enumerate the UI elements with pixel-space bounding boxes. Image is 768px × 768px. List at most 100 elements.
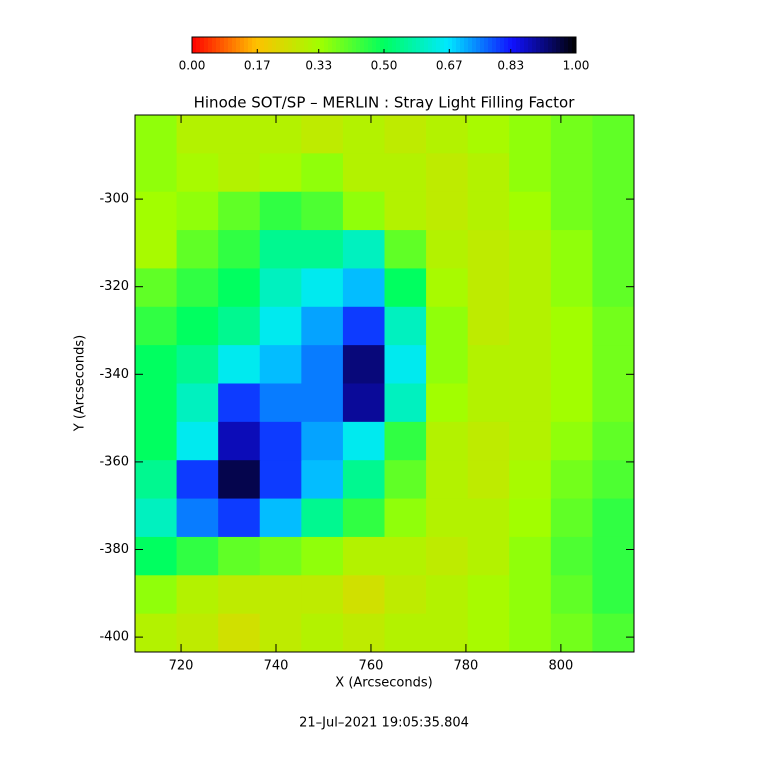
colorbar-segment [480, 37, 485, 53]
heatmap-cell [426, 230, 469, 269]
heatmap-cell [509, 460, 552, 500]
colorbar-segment [264, 37, 269, 53]
colorbar-segment [552, 37, 557, 53]
heatmap-cell [592, 575, 635, 615]
heatmap-cell [301, 536, 344, 576]
colorbar-segment [516, 37, 521, 53]
heatmap-cell [301, 345, 344, 384]
colorbar-tick-label: 0.33 [305, 59, 332, 73]
heatmap-cell [384, 498, 427, 538]
heatmap-cell [426, 498, 469, 538]
colorbar-segment [500, 37, 505, 53]
heatmap-cell [467, 498, 510, 538]
heatmap-cell [592, 306, 635, 346]
heatmap-cell [467, 536, 510, 576]
colorbar-segment [228, 37, 233, 53]
heatmap-cell [550, 536, 593, 576]
colorbar-segment [572, 37, 577, 53]
colorbar-segment [300, 37, 305, 53]
colorbar-segment [536, 37, 541, 53]
colorbar-segment [360, 37, 365, 53]
colorbar-segment [384, 37, 389, 53]
heatmap-cell [176, 345, 219, 384]
colorbar-segment [292, 37, 297, 53]
colorbar-segment [336, 37, 341, 53]
colorbar-segment [392, 37, 397, 53]
colorbar-segment [396, 37, 401, 53]
heatmap-cell [467, 383, 510, 423]
heatmap-cell [550, 613, 593, 653]
heatmap-cell [509, 613, 552, 653]
colorbar-segment [388, 37, 393, 53]
heatmap-cell [550, 498, 593, 538]
heatmap-cell [550, 306, 593, 346]
heatmap-cell [218, 575, 261, 615]
heatmap-cell [218, 115, 261, 154]
x-tick-label: 760 [359, 659, 384, 674]
heatmap-cell [384, 575, 427, 615]
colorbar-segment [488, 37, 493, 53]
heatmap-cell [301, 153, 344, 193]
colorbar-segment [452, 37, 457, 53]
heatmap-cell [218, 345, 261, 384]
y-tick-label: -360 [99, 454, 129, 469]
colorbar-segment [356, 37, 361, 53]
y-tick-label: -320 [99, 279, 129, 294]
colorbar-segment [316, 37, 321, 53]
heatmap-cell [467, 575, 510, 615]
colorbar-segment [484, 37, 489, 53]
colorbar-segment [308, 37, 313, 53]
heatmap-cell [176, 613, 219, 653]
colorbar-segment [204, 37, 209, 53]
heatmap-cell [342, 230, 385, 269]
heatmap-cell [509, 306, 552, 346]
heatmap-cell [592, 268, 635, 308]
colorbar-segment [528, 37, 533, 53]
colorbar-segment [560, 37, 565, 53]
colorbar-segment [476, 37, 481, 53]
heatmap-cell [426, 460, 469, 500]
colorbar-segment [320, 37, 325, 53]
heatmap-cell [509, 383, 552, 423]
heatmap-cell [509, 191, 552, 231]
heatmap-cell [218, 268, 261, 308]
heatmap-cell [467, 230, 510, 269]
colorbar-segment [236, 37, 241, 53]
heatmap-cell [509, 345, 552, 384]
heatmap-cell [592, 613, 635, 653]
heatmap-cell [342, 613, 385, 653]
colorbar-segment [564, 37, 569, 53]
colorbar-segment [456, 37, 461, 53]
colorbar-segment [268, 37, 273, 53]
colorbar-segment [276, 37, 281, 53]
heatmap-cell [176, 230, 219, 269]
heatmap-cell [218, 383, 261, 423]
heatmap-cell [259, 153, 302, 193]
colorbar-segment [216, 37, 221, 53]
colorbar-segment [252, 37, 257, 53]
heatmap-cell [259, 613, 302, 653]
heatmap-cell [426, 383, 469, 423]
colorbar-segment [548, 37, 553, 53]
heatmap-cell [550, 230, 593, 269]
colorbar-tick-label: 0.17 [244, 59, 271, 73]
heatmap-cell [426, 613, 469, 653]
heatmap-cell [301, 268, 344, 308]
colorbar-segment [220, 37, 225, 53]
heatmap-cell [135, 345, 178, 384]
colorbar-segment [440, 37, 445, 53]
heatmap-cell [218, 613, 261, 653]
heatmap-cell [176, 536, 219, 576]
heatmap-cell [550, 383, 593, 423]
heatmap-cell [342, 498, 385, 538]
heatmap-cell [384, 383, 427, 423]
heatmap-cell [176, 306, 219, 346]
heatmap-cell [384, 153, 427, 193]
heatmap-cell [550, 460, 593, 500]
heatmap-cell [218, 421, 261, 461]
heatmap-cell [342, 268, 385, 308]
heatmap-cell [301, 383, 344, 423]
heatmap-cell [384, 268, 427, 308]
heatmap-cell [467, 153, 510, 193]
heatmap-cell [467, 613, 510, 653]
